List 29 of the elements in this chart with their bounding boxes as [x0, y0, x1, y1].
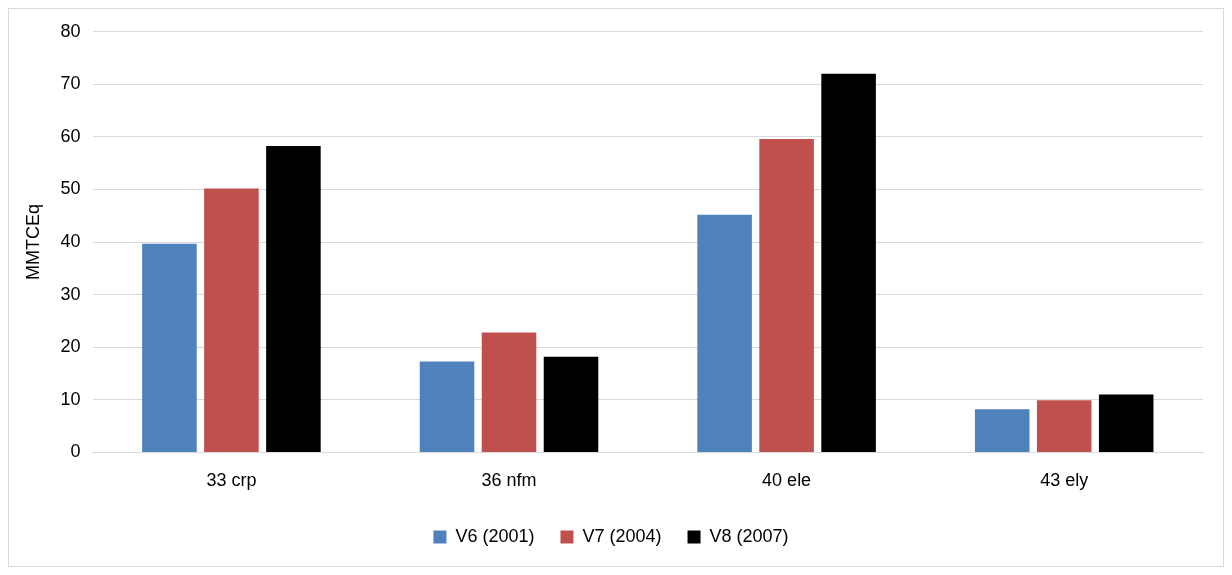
y-tick-label: 30: [60, 283, 81, 304]
bar: [1098, 394, 1154, 452]
legend-label: V8 (2007): [709, 525, 789, 546]
x-tick-label: 40 ele: [762, 470, 812, 491]
bar: [543, 356, 599, 452]
x-tick-label: 33 crp: [206, 470, 257, 491]
y-tick-label: 10: [60, 388, 81, 409]
y-tick-label: 60: [60, 125, 81, 146]
bar: [481, 332, 537, 452]
y-tick-label: 40: [60, 231, 81, 252]
y-tick-label: 0: [70, 441, 81, 462]
y-axis-title: MMTCEq: [22, 204, 43, 281]
y-tick-label: 70: [60, 73, 81, 94]
y-tick-label: 80: [60, 20, 81, 41]
x-tick-label: 36 nfm: [481, 470, 537, 491]
legend-label: V6 (2001): [455, 525, 535, 546]
x-tick-label: 43 ely: [1040, 470, 1089, 491]
bar: [419, 361, 475, 452]
bar: [1036, 400, 1092, 452]
bar: [974, 409, 1030, 452]
bar: [266, 145, 321, 452]
bar: [697, 214, 752, 452]
y-tick-label: 50: [60, 178, 81, 199]
legend-label: V7 (2004): [582, 525, 662, 546]
bar: [821, 73, 876, 452]
bar: [204, 188, 259, 452]
y-tick-label: 20: [60, 336, 81, 357]
bar: [759, 139, 814, 452]
bar: [142, 243, 197, 452]
